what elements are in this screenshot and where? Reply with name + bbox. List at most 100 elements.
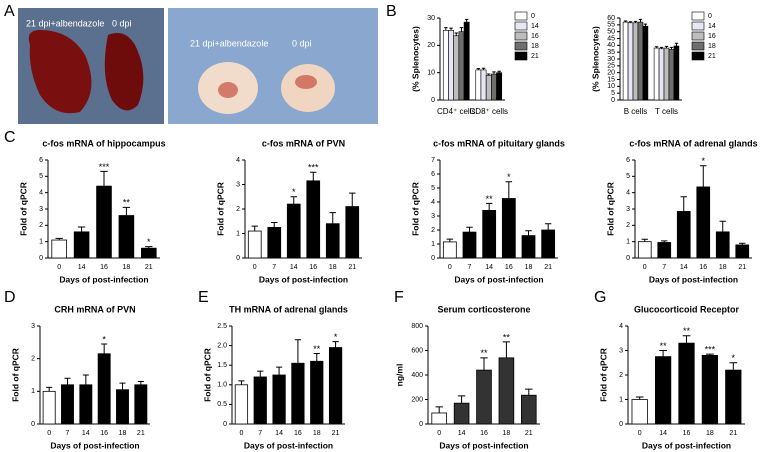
error-bar <box>457 395 466 404</box>
error-bar <box>492 71 496 75</box>
y-tick-label: 3 <box>39 206 43 213</box>
bar <box>632 22 639 101</box>
bar <box>141 247 157 259</box>
legend-swatch <box>514 41 528 51</box>
error-bar <box>332 341 339 348</box>
error-bar <box>459 27 464 32</box>
error-bar <box>481 67 486 70</box>
y-tick-label: 400 <box>411 372 423 379</box>
panel-label: B <box>386 3 397 20</box>
spleen <box>104 32 144 111</box>
bar <box>234 384 249 425</box>
chart-title: c-fos mRNA of adrenal glands <box>629 138 757 148</box>
bar <box>735 244 750 259</box>
bar <box>462 231 477 259</box>
x-tick-label: 16 <box>100 264 108 271</box>
y-tick-label: 1 <box>39 239 43 246</box>
y-tick-label: 0 <box>223 421 227 428</box>
x-tick-label: 21 <box>738 264 746 271</box>
significance: ** <box>486 194 494 204</box>
y-tick-label: 30 <box>427 15 435 22</box>
bar <box>653 47 660 101</box>
x-tick-label: 0 <box>437 430 441 437</box>
y-tick-label: 1 <box>626 239 630 246</box>
y-tick-label: 0 <box>611 97 615 104</box>
y-tick-label: 0 <box>619 421 623 428</box>
x-tick-label: 21 <box>137 430 145 437</box>
x-tick-label: 14 <box>275 430 283 437</box>
bar <box>325 223 340 259</box>
y-tick-label: 5 <box>431 185 435 192</box>
error-bar <box>654 46 659 49</box>
error-bar <box>435 406 443 413</box>
x-tick-label: 14 <box>485 264 493 271</box>
y-tick-label: 3 <box>236 181 240 188</box>
error-bar <box>64 377 71 385</box>
chart-title: CRH mRNA of PVN <box>54 304 135 314</box>
photo-panel: A 21 dpi+albendazole 0 dpi 21 dpi+albend… <box>4 3 378 124</box>
y-tick-label: 2 <box>619 372 623 379</box>
significance: * <box>334 332 338 342</box>
y-tick-label: 5 <box>611 90 615 97</box>
bar <box>631 399 648 425</box>
x-tick-label: 14 <box>290 264 298 271</box>
y-tick-label: 7 <box>431 157 435 164</box>
bar <box>521 235 536 259</box>
photo-right <box>168 8 378 124</box>
error-bar <box>706 353 714 356</box>
x-tick-label: 14 <box>458 430 466 437</box>
panel-label: D <box>4 289 16 306</box>
x-tick-label: 18 <box>719 264 727 271</box>
x-axis-title: Days of post-infection <box>439 440 528 450</box>
photo-caption: 21 dpi+albendazole <box>190 38 268 48</box>
error-bar <box>729 362 738 371</box>
y-tick-label: 0 <box>236 255 240 262</box>
x-tick-label: 21 <box>145 264 153 271</box>
x-tick-label: 16 <box>100 430 108 437</box>
legend-label: 18 <box>708 43 716 50</box>
bar <box>448 29 454 101</box>
x-tick-label: 7 <box>662 264 666 271</box>
y-tick-label: 1 <box>619 396 623 403</box>
chart-title: c-fos mRNA of PVN <box>262 138 345 148</box>
x-axis-title: Days of post-infection <box>454 274 543 284</box>
x-tick-label: B cells <box>624 107 648 116</box>
bar <box>480 69 487 101</box>
x-tick-label: 16 <box>699 264 707 271</box>
bar <box>453 402 470 425</box>
error-bar <box>101 343 108 354</box>
significance: * <box>102 334 106 344</box>
y-tick-label: 35 <box>607 49 615 56</box>
x-tick-label: 18 <box>313 430 321 437</box>
bar <box>61 384 74 425</box>
y-tick-label: 3 <box>431 213 435 220</box>
y-tick-label: 20 <box>427 42 435 49</box>
y-tick-label: 5 <box>39 173 43 180</box>
bar <box>485 75 492 101</box>
significance: ** <box>683 326 691 336</box>
x-tick-label: 21 <box>332 430 340 437</box>
y-tick-label: 25 <box>607 63 615 70</box>
significance: * <box>292 187 296 197</box>
y-axis-title: Fold of qPCR <box>215 182 225 236</box>
x-tick-label: 0 <box>239 430 243 437</box>
error-bar <box>476 68 481 70</box>
x-tick-label: 7 <box>272 264 276 271</box>
bar <box>328 347 343 425</box>
error-bar <box>664 45 669 49</box>
significance: *** <box>705 345 716 355</box>
error-bar <box>119 382 126 390</box>
bar <box>663 47 670 101</box>
bar <box>491 73 497 101</box>
y-tick-label: 200 <box>411 396 423 403</box>
y-tick-label: 10 <box>427 70 435 77</box>
y-axis-title: ng/ml <box>394 364 404 387</box>
x-axis-title: Days of post-infection <box>50 440 139 450</box>
x-tick-label: 7 <box>258 430 262 437</box>
error-bar <box>525 388 533 396</box>
spleen <box>28 30 92 114</box>
legend-label: 16 <box>531 33 539 40</box>
error-bar <box>449 27 453 31</box>
y-tick-label: 2 <box>39 222 43 229</box>
bar <box>116 389 129 425</box>
